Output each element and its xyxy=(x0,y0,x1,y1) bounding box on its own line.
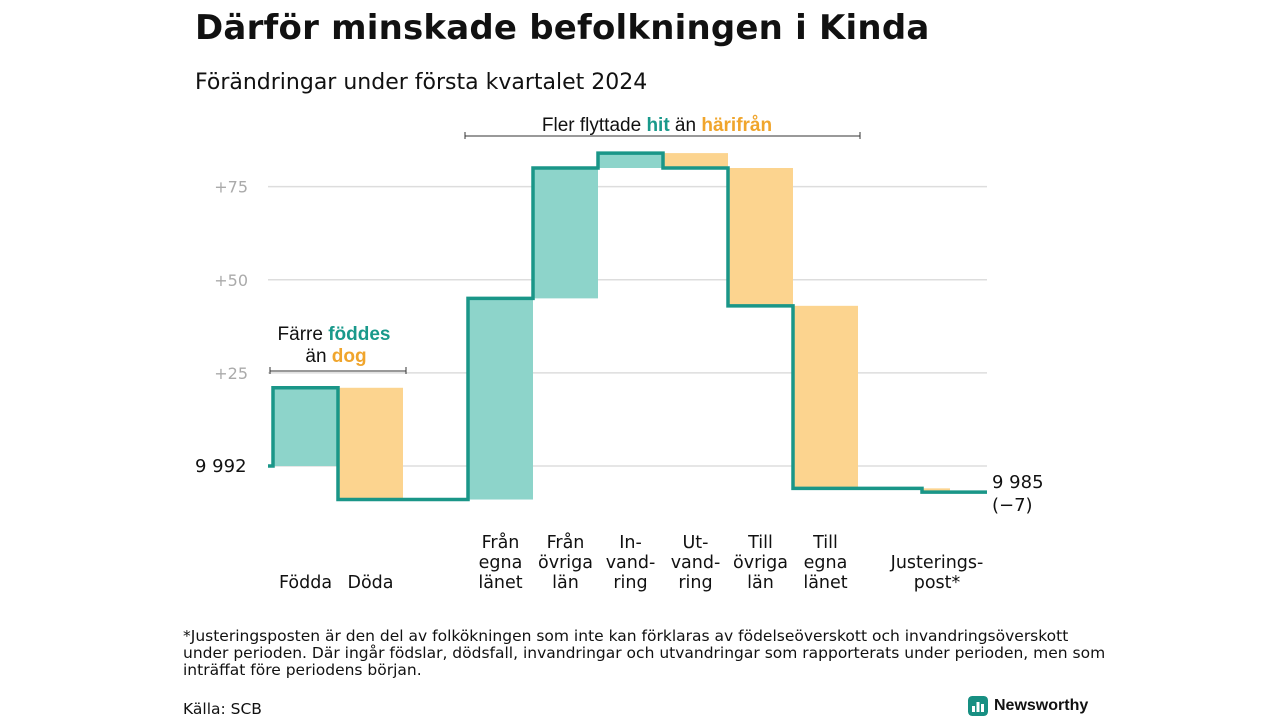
category-label: Till egna länet xyxy=(803,533,847,593)
category-label-line: övriga xyxy=(733,553,788,573)
bar xyxy=(728,168,793,306)
footnote: *Justeringsposten är den del av folkökni… xyxy=(183,627,1106,679)
annotation-births-line2: än dog xyxy=(305,346,366,367)
bar xyxy=(793,305,858,489)
category-label: Födda xyxy=(279,573,332,593)
annotation-word: Färre xyxy=(278,324,329,345)
y-tick-label: +25 xyxy=(214,364,248,383)
bar xyxy=(273,387,338,466)
annotation-bracket-migration xyxy=(464,132,861,139)
bar xyxy=(533,168,598,299)
category-label-line: övriga xyxy=(538,553,593,573)
annotation-highlight-here: hit xyxy=(646,115,670,136)
category-label-line: egna xyxy=(479,553,523,573)
end-change-label: (−7) xyxy=(992,495,1033,516)
category-label: Från övriga län xyxy=(538,532,593,593)
annotation-word: Fler flyttade xyxy=(542,115,647,136)
category-label: Ut-vand-ring xyxy=(671,533,721,593)
bar-chart-icon xyxy=(968,696,988,716)
category-label: In-vand-ring xyxy=(606,533,656,593)
category-label-line: Till xyxy=(812,533,838,553)
category-label-line: ring xyxy=(613,573,647,593)
bar xyxy=(922,488,950,493)
chart-subtitle: Förändringar under första kvartalet 2024 xyxy=(195,70,648,95)
category-label-line: länet xyxy=(803,573,847,593)
annotation-highlight-died: dog xyxy=(332,346,367,367)
annotation-highlight-born: föddes xyxy=(328,324,390,345)
start-value-label: 9 992 xyxy=(195,456,247,477)
end-value-label: 9 985 xyxy=(992,472,1044,493)
category-label-line: vand- xyxy=(671,553,721,573)
annotation-word: än xyxy=(670,115,702,136)
category-label-line: Justerings- xyxy=(890,553,984,573)
brand-logo: Newsworthy xyxy=(968,696,1088,716)
category-label-line: län xyxy=(747,573,774,593)
source-label: Källa: SCB xyxy=(183,700,262,718)
category-label-line: Från xyxy=(482,532,520,553)
bars xyxy=(273,153,950,500)
category-label: Justerings-post* xyxy=(890,553,984,593)
annotation-births-line1: Färre föddes xyxy=(278,324,391,345)
category-label-line: län xyxy=(552,573,579,593)
category-label-line: egna xyxy=(804,553,848,573)
running-total-path xyxy=(268,151,987,502)
annotation-highlight-away: härifrån xyxy=(701,115,772,136)
category-label-line: länet xyxy=(478,573,522,593)
category-label-line: post* xyxy=(914,573,961,593)
annotation-bracket-births xyxy=(269,367,407,374)
bar xyxy=(468,298,533,500)
bar xyxy=(598,153,663,168)
running-total-line xyxy=(268,151,987,502)
chart-title: Därför minskade befolkningen i Kinda xyxy=(195,8,930,48)
bar xyxy=(663,153,728,168)
y-tick-label: +50 xyxy=(214,271,248,290)
category-label-line: vand- xyxy=(606,553,656,573)
category-label-line: Från xyxy=(547,532,585,553)
category-label: Från egna länet xyxy=(478,532,522,593)
category-label-line: In- xyxy=(619,533,642,553)
brand-name: Newsworthy xyxy=(994,697,1089,714)
annotation-migration: Fler flyttade hit än härifrån xyxy=(542,115,772,136)
category-label-line: Döda xyxy=(347,573,393,593)
category-label-line: Födda xyxy=(279,573,332,593)
y-tick-label: +75 xyxy=(214,178,248,197)
annotation-word: än xyxy=(305,346,331,367)
category-label-line: Ut- xyxy=(683,533,709,553)
category-label: Döda xyxy=(347,573,393,593)
category-label-line: Till xyxy=(747,533,773,553)
category-label-line: ring xyxy=(678,573,712,593)
category-label: Till övriga län xyxy=(733,533,788,593)
bar xyxy=(338,387,403,500)
